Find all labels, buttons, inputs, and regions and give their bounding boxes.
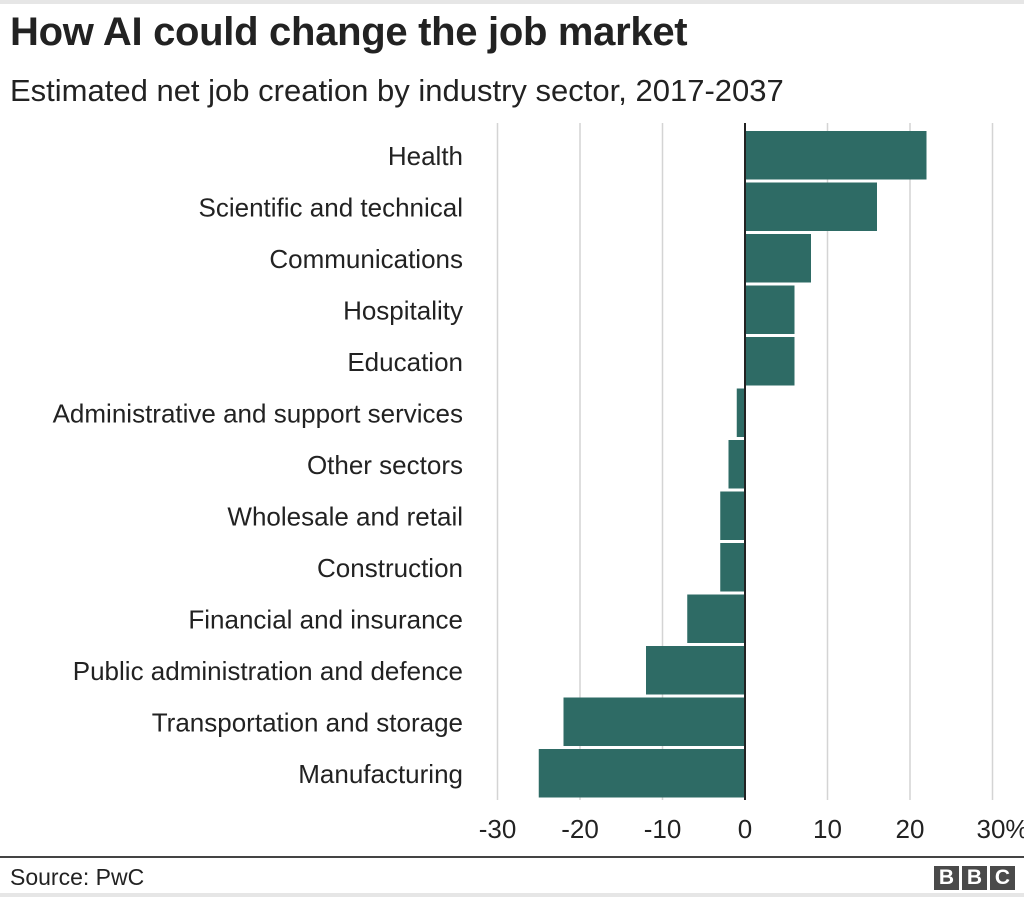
x-axis-ticks: -30 -20 -10 0 10 20 30%	[479, 814, 1024, 844]
category-label: Communications	[269, 244, 463, 274]
bar	[538, 749, 745, 798]
category-label: Transportation and storage	[152, 707, 463, 737]
category-label: Education	[347, 347, 463, 377]
category-label: Scientific and technical	[199, 192, 463, 222]
bbc-logo: B B C	[934, 866, 1015, 890]
x-tick-label: -10	[644, 814, 682, 844]
category-label: Health	[388, 141, 463, 171]
category-label: Construction	[317, 553, 463, 583]
chart-subtitle: Estimated net job creation by industry s…	[10, 73, 784, 108]
bar	[646, 646, 745, 695]
category-label: Wholesale and retail	[227, 501, 463, 531]
x-tick-label: 0	[738, 814, 752, 844]
bbc-logo-letter: B	[934, 866, 959, 890]
bar	[720, 543, 745, 592]
category-label: Administrative and support services	[53, 398, 463, 428]
bar	[736, 388, 745, 437]
bar	[745, 234, 811, 283]
category-label: Hospitality	[343, 295, 463, 325]
category-label: Public administration and defence	[73, 656, 463, 686]
top-rule	[0, 0, 1024, 4]
bar	[687, 594, 745, 643]
bar	[728, 440, 745, 489]
bar	[563, 697, 745, 746]
category-label: Other sectors	[307, 450, 463, 480]
bar	[745, 285, 795, 334]
gridlines	[496, 123, 994, 800]
footer-rule	[0, 856, 1024, 858]
footer-band	[0, 893, 1024, 897]
x-tick-label: -20	[561, 814, 599, 844]
source-note: Source: PwC	[10, 864, 145, 890]
x-tick-label: 20	[896, 814, 925, 844]
bar	[745, 182, 877, 231]
bbc-logo-letter: B	[962, 866, 987, 890]
bar	[745, 131, 927, 180]
bars	[538, 131, 927, 798]
bar	[745, 337, 795, 386]
chart-title: How AI could change the job market	[10, 10, 688, 54]
x-tick-label: -30	[479, 814, 517, 844]
x-tick-label: 30%	[977, 814, 1024, 844]
category-label: Financial and insurance	[188, 604, 463, 634]
bbc-logo-letter: C	[990, 866, 1015, 890]
category-labels: Health Scientific and technical Communicat…	[53, 141, 463, 789]
category-label: Manufacturing	[298, 759, 463, 789]
x-tick-label: 10	[813, 814, 842, 844]
bar-chart: Health Scientific and technical Communicat…	[53, 123, 1024, 844]
bar	[720, 491, 745, 540]
